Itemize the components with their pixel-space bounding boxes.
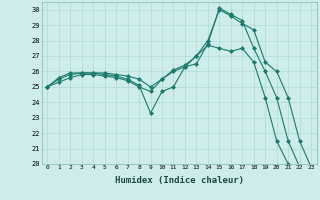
X-axis label: Humidex (Indice chaleur): Humidex (Indice chaleur) <box>115 176 244 185</box>
